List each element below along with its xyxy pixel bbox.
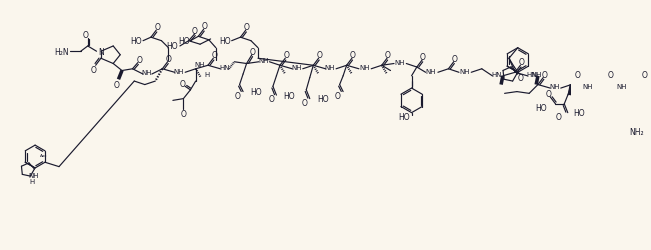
Text: O: O — [350, 51, 355, 60]
Text: O: O — [154, 23, 160, 32]
Text: HO: HO — [178, 37, 189, 46]
Text: O: O — [335, 91, 340, 100]
Text: NH: NH — [583, 84, 593, 90]
Text: O: O — [546, 90, 551, 98]
Text: NH₂: NH₂ — [629, 128, 644, 137]
Text: NH: NH — [28, 172, 38, 178]
Text: HO: HO — [219, 37, 231, 46]
Text: O: O — [641, 70, 647, 79]
Text: NH: NH — [459, 68, 469, 74]
Text: N: N — [98, 48, 104, 56]
Text: NH: NH — [616, 84, 626, 90]
Text: O: O — [518, 58, 524, 67]
Text: O: O — [83, 31, 89, 40]
Text: HO: HO — [283, 91, 295, 100]
Text: H₂N: H₂N — [55, 48, 69, 56]
Text: O: O — [180, 80, 186, 89]
Text: HO: HO — [250, 88, 262, 97]
Text: O: O — [518, 74, 523, 83]
Text: HO: HO — [167, 42, 178, 51]
Text: O: O — [452, 54, 458, 64]
Text: NH: NH — [174, 68, 184, 74]
Text: O: O — [211, 51, 217, 60]
Text: O: O — [137, 56, 143, 65]
Text: NH: NH — [549, 84, 560, 90]
Text: NH: NH — [141, 70, 152, 76]
Text: HN: HN — [219, 65, 230, 71]
Text: O: O — [114, 81, 120, 90]
Text: NH: NH — [426, 68, 436, 74]
Text: HO: HO — [131, 37, 142, 46]
Text: O: O — [202, 22, 208, 31]
Text: O: O — [268, 95, 274, 104]
Text: HO: HO — [535, 104, 547, 112]
Text: O: O — [283, 51, 289, 60]
Text: O: O — [250, 48, 256, 56]
Text: Aoc: Aoc — [40, 153, 48, 157]
Text: HO: HO — [573, 109, 585, 118]
Text: O: O — [385, 51, 391, 60]
Text: O: O — [91, 66, 97, 75]
Text: HN: HN — [492, 72, 502, 78]
Text: NH: NH — [394, 60, 404, 66]
Text: HN: HN — [527, 72, 537, 78]
Text: H: H — [204, 72, 210, 78]
Text: NH: NH — [194, 61, 204, 67]
Text: HO: HO — [398, 112, 410, 121]
Text: NH: NH — [258, 58, 268, 64]
Text: O: O — [192, 26, 198, 36]
Text: HO: HO — [317, 95, 328, 104]
Text: O: O — [165, 54, 171, 64]
Text: O: O — [608, 70, 614, 79]
Text: NH: NH — [325, 65, 335, 71]
Text: O: O — [243, 23, 249, 32]
Text: O: O — [316, 51, 322, 60]
Text: O: O — [420, 53, 426, 62]
Text: O: O — [180, 110, 186, 118]
Text: O: O — [574, 70, 581, 79]
Text: O: O — [235, 91, 241, 100]
Text: O: O — [541, 70, 547, 79]
Text: O: O — [556, 112, 562, 121]
Text: NH: NH — [292, 65, 302, 71]
Text: NH: NH — [532, 72, 542, 78]
Text: NH: NH — [359, 65, 369, 71]
Text: H: H — [29, 178, 35, 184]
Text: O: O — [301, 98, 307, 107]
